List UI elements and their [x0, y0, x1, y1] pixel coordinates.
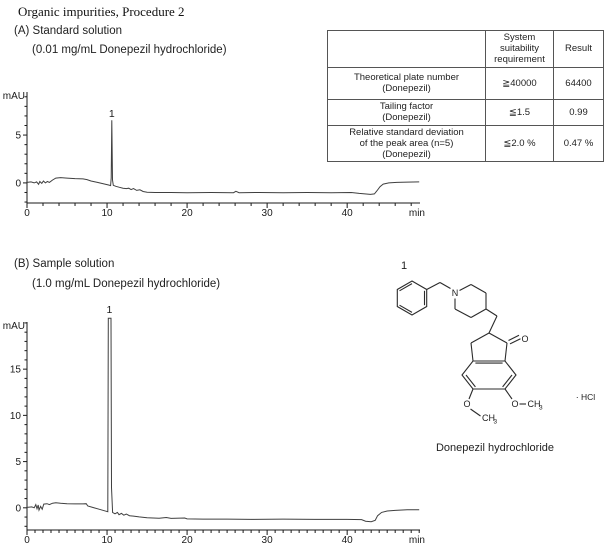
- x-tick-label: 40: [342, 208, 354, 219]
- double-bond: [399, 304, 413, 313]
- nitrogen-atom: N: [452, 288, 459, 298]
- x-tick-label: 0: [24, 535, 30, 546]
- y-axis-unit-label: mAU: [3, 91, 25, 102]
- table-row: Theoretical plate number (Donepezil) ≧40…: [327, 66, 604, 100]
- y-tick-label: 5: [15, 131, 21, 142]
- bond: [470, 408, 481, 417]
- x-tick-label: 10: [101, 208, 113, 219]
- bond: [488, 315, 498, 334]
- bond: [470, 332, 490, 344]
- x-tick-label: 30: [262, 208, 274, 219]
- x-tick-label: 0: [24, 208, 30, 219]
- structure-caption: Donepezil hydrochloride: [435, 442, 554, 454]
- bond: [426, 282, 441, 290]
- requirement-cell: ≦2.0 %: [485, 124, 554, 163]
- carbonyl-oxygen-atom: O: [521, 334, 528, 344]
- header-result: Result: [553, 30, 604, 68]
- bond: [439, 282, 451, 289]
- x-axis-unit-label: min: [409, 208, 425, 219]
- section-b-subheading: (1.0 mg/mL Donepezil hydrochloride): [32, 278, 221, 290]
- result-cell: 0.47 %: [553, 124, 604, 163]
- system-suitability-table: System suitability requirement Result Th…: [327, 30, 604, 163]
- chromatogram-b: 0 10 20 30 40 0 5 10 15 min mAU 1: [3, 304, 425, 546]
- section-b-heading: (B) Sample solution: [14, 258, 115, 270]
- parameter-cell: Tailing factor (Donepezil): [327, 98, 486, 126]
- page-title: Organic impurities, Procedure 2: [18, 4, 185, 19]
- x-tick-label: 30: [262, 535, 274, 546]
- y-axis-unit-label: mAU: [3, 321, 25, 332]
- double-bond: [399, 283, 413, 292]
- bond: [468, 388, 474, 400]
- methyl-subscript-left: 3: [494, 419, 498, 426]
- bond: [470, 284, 487, 294]
- bond: [488, 332, 508, 344]
- table-row: Relative standard deviation of the peak …: [327, 124, 604, 163]
- benzene-ring-1: [396, 280, 428, 316]
- peak-label: 1: [109, 108, 115, 120]
- bond: [485, 308, 498, 317]
- bond: [504, 342, 508, 362]
- methyl-subscript-right: 3: [539, 405, 543, 412]
- y-tick-label: 10: [10, 411, 22, 422]
- requirement-cell: ≧40000: [485, 66, 554, 100]
- requirement-cell: ≦1.5: [485, 98, 554, 126]
- y-tick-label: 0: [15, 178, 21, 189]
- x-tick-label: 40: [342, 535, 354, 546]
- chromatogram-a: 0 10 20 30 40 0 5 min mAU 1: [3, 91, 425, 219]
- y-tick-label: 5: [15, 457, 21, 468]
- header-parameter: [327, 30, 486, 68]
- oxygen-atom-left: O: [463, 399, 470, 409]
- hcl-label: HCl: [581, 392, 595, 402]
- double-bond: [502, 374, 513, 388]
- x-tick-label: 20: [182, 208, 194, 219]
- y-tick-label: 0: [15, 503, 21, 514]
- table-row: Tailing factor (Donepezil) ≦1.5 0.99: [327, 98, 604, 126]
- x-tick-label: 20: [182, 535, 194, 546]
- chromatogram-trace: [26, 317, 420, 523]
- x-tick-label: 10: [101, 535, 113, 546]
- structure-peak-number: 1: [401, 260, 407, 272]
- methyl-group-right: CH: [528, 399, 541, 409]
- parameter-cell: Relative standard deviation of the peak …: [327, 124, 486, 163]
- methyl-group-left: CH: [482, 413, 495, 423]
- table-header-row: System suitability requirement Result: [327, 30, 604, 68]
- carbonyl-double-bond: [508, 334, 520, 341]
- bond: [470, 308, 487, 318]
- bond: [454, 308, 472, 318]
- carbonyl-double-bond: [509, 338, 521, 345]
- double-bond: [465, 374, 476, 388]
- x-axis-unit-label: min: [409, 535, 425, 546]
- section-a-subheading: (0.01 mg/mL Donepezil hydrochloride): [32, 44, 227, 56]
- y-tick-label: 15: [10, 365, 22, 376]
- donepezil-structure-diagram: 1 N O O: [396, 260, 595, 426]
- oxygen-atom-right: O: [511, 399, 518, 409]
- peak-label: 1: [107, 304, 113, 316]
- result-cell: 0.99: [553, 98, 604, 126]
- benzene-ring-2: [461, 360, 517, 390]
- chromatogram-trace: [26, 120, 420, 195]
- salt-dot: .: [576, 390, 579, 400]
- section-a-heading: (A) Standard solution: [14, 25, 123, 37]
- bond: [459, 284, 472, 291]
- bond: [470, 342, 474, 362]
- bond: [504, 388, 513, 400]
